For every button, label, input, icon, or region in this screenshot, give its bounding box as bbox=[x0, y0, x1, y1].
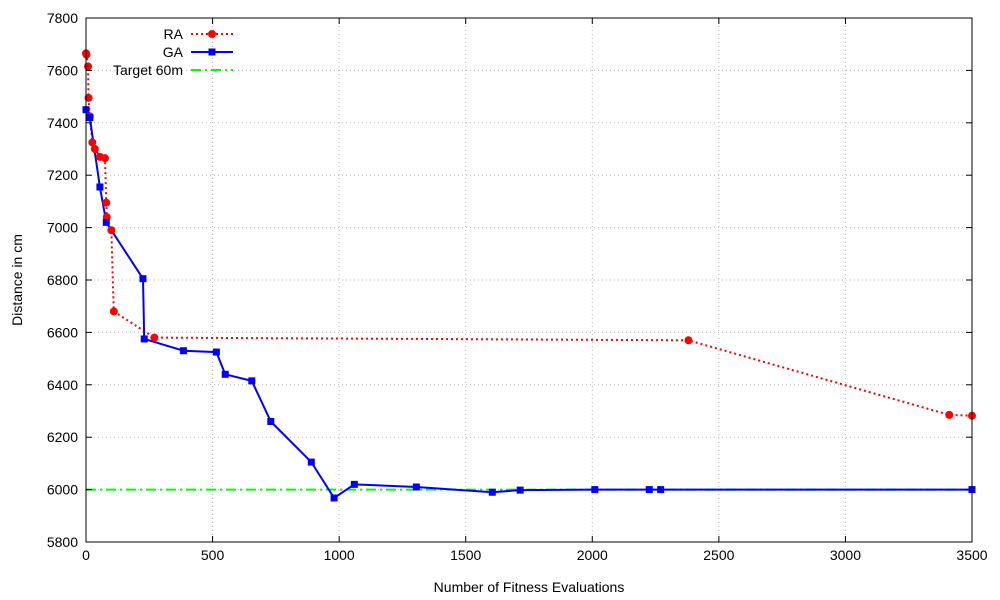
x-tick-label: 0 bbox=[82, 547, 90, 563]
legend-label-target-60m: Target 60m bbox=[113, 62, 183, 78]
point-ra bbox=[109, 307, 118, 316]
y-tick-label: 7200 bbox=[47, 167, 78, 183]
legend-marker-ra bbox=[208, 30, 216, 38]
point-ga bbox=[102, 218, 110, 226]
marker-layer bbox=[82, 49, 976, 502]
y-tick-label: 6800 bbox=[47, 272, 78, 288]
point-ga bbox=[645, 486, 653, 494]
point-ra bbox=[107, 226, 116, 235]
point-ga bbox=[307, 458, 315, 466]
y-tick-label: 7400 bbox=[47, 115, 78, 131]
point-ga bbox=[179, 347, 187, 355]
point-ga bbox=[96, 183, 104, 191]
y-tick-label: 6600 bbox=[47, 324, 78, 340]
point-ga bbox=[86, 114, 94, 122]
x-tick-label: 500 bbox=[201, 547, 225, 563]
point-ga bbox=[221, 370, 229, 378]
point-ra bbox=[100, 154, 109, 163]
point-ga bbox=[591, 486, 599, 494]
point-ga bbox=[412, 483, 420, 491]
point-ga bbox=[350, 480, 358, 488]
y-tick-label: 7800 bbox=[47, 10, 78, 26]
y-tick-label: 6200 bbox=[47, 429, 78, 445]
point-ra bbox=[150, 333, 159, 342]
x-tick-label: 3000 bbox=[830, 547, 861, 563]
point-ga bbox=[330, 494, 338, 502]
point-ga bbox=[139, 275, 147, 283]
legend-label-ga: GA bbox=[163, 44, 184, 60]
point-ra bbox=[684, 336, 693, 345]
x-tick-label: 2500 bbox=[703, 547, 734, 563]
point-ra bbox=[102, 198, 111, 207]
point-ga bbox=[248, 377, 256, 385]
x-tick-label: 1000 bbox=[324, 547, 355, 563]
y-tick-label: 6000 bbox=[47, 482, 78, 498]
x-tick-label: 1500 bbox=[450, 547, 481, 563]
y-tick-label: 5800 bbox=[47, 534, 78, 550]
tick-layer: 0 500 1000 1500 2000 2500 3000 3500 5800 6000 6200… bbox=[47, 10, 988, 563]
point-ra bbox=[90, 145, 99, 153]
series-layer bbox=[86, 53, 972, 500]
legend-label-ra: RA bbox=[164, 26, 184, 42]
point-ga bbox=[140, 335, 148, 343]
x-tick-label: 2000 bbox=[577, 547, 608, 563]
y-tick-label: 7600 bbox=[47, 62, 78, 78]
point-ra bbox=[88, 138, 97, 147]
point-ra bbox=[945, 410, 954, 419]
point-ga bbox=[267, 417, 275, 425]
point-ra bbox=[84, 93, 93, 102]
series-line-ra bbox=[86, 53, 972, 417]
point-ga bbox=[212, 348, 220, 356]
y-tick-label: 6400 bbox=[47, 377, 78, 393]
x-tick-label: 3500 bbox=[956, 547, 987, 563]
point-ga bbox=[488, 488, 496, 496]
y-axis-title: Distance in cm bbox=[9, 234, 25, 326]
legend-marker-ga bbox=[208, 48, 216, 56]
grid bbox=[86, 18, 972, 542]
legend: RA GA Target 60m bbox=[113, 26, 233, 78]
x-axis-title: Number of Fitness Evaluations bbox=[434, 579, 625, 595]
point-ra bbox=[84, 62, 93, 71]
series-line-ga bbox=[86, 109, 972, 500]
y-tick-label: 7000 bbox=[47, 220, 78, 236]
point-ga bbox=[657, 486, 665, 494]
point-ra bbox=[82, 50, 91, 59]
point-ga bbox=[516, 486, 524, 494]
